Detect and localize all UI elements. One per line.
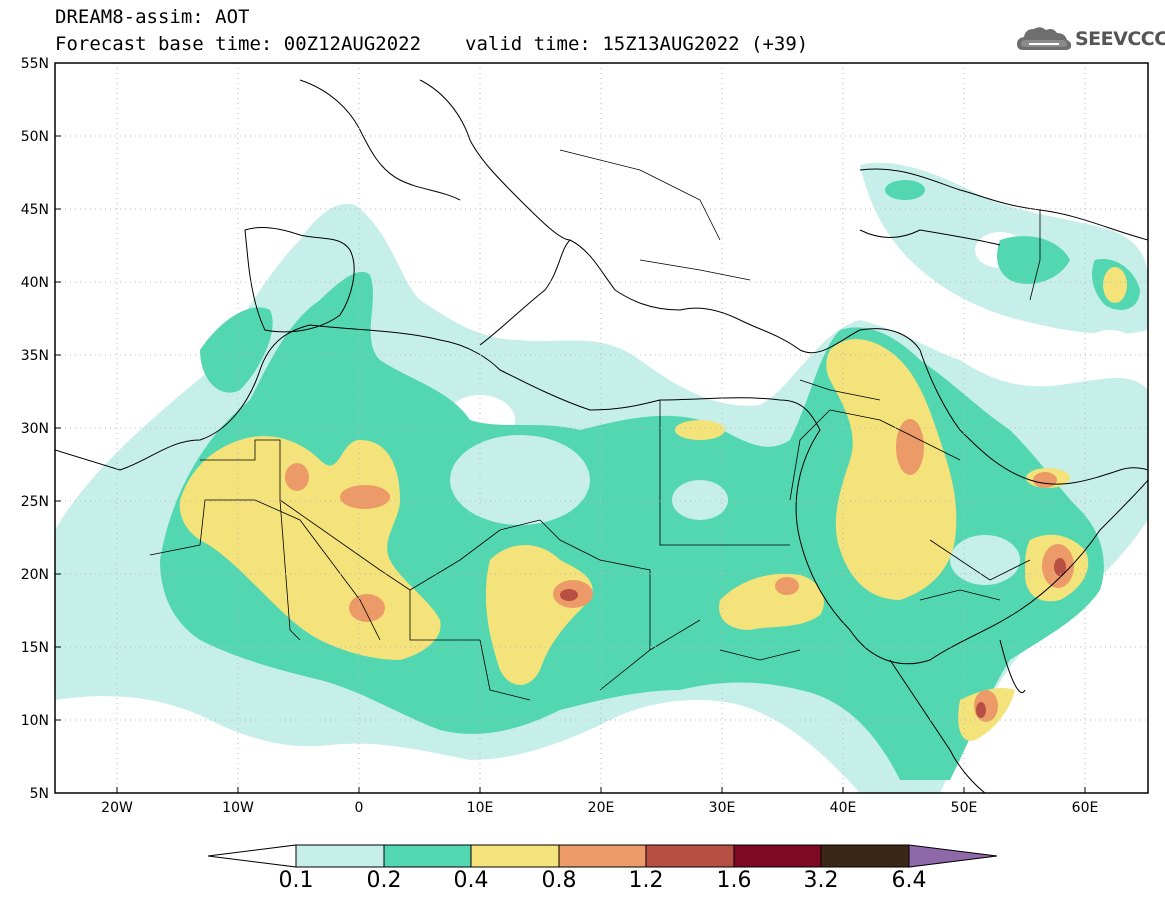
colorbar-label: 0.1 [278,868,314,893]
seevccc-logo: SEEVCCC [1015,22,1165,56]
colorbar-segment [295,844,385,868]
colorbar-label: 1.2 [628,868,664,893]
lon-label: 40E [830,800,857,816]
lon-label: 10E [467,800,494,816]
graticule [55,63,1148,793]
colorbar-under-triangle [207,844,297,868]
lat-label: 35N [21,348,49,364]
lat-label: 40N [21,275,49,291]
latitude-labels: 55N 50N 45N 40N 35N 30N 25N 20N 15N 10N … [21,56,49,802]
lon-label: 60E [1072,800,1099,816]
valid-time: valid time: 15Z13AUG2022 (+39) [465,33,809,55]
lon-label: 30E [709,800,736,816]
colorbar [207,844,998,868]
aot-level-1-2 [560,558,1066,718]
tick-marks [55,62,1086,794]
colorbar-label: 0.2 [366,868,402,893]
colorbar-label: 1.6 [716,868,752,893]
lat-label: 25N [21,494,49,510]
map-title: DREAM8-assim: AOT [55,6,250,28]
colorbar-label: 6.4 [891,868,927,893]
lat-label: 50N [21,129,49,145]
colorbar-label: 0.4 [453,868,489,893]
colorbar-label: 3.2 [803,868,839,893]
longitude-labels: 20W 10W 0 10E 20E 30E 40E 50E 60E [101,800,1098,816]
aot-level-0-8 [285,419,1074,722]
lat-label: 15N [21,640,49,656]
forecast-base-time: Forecast base time: 00Z12AUG2022 [55,33,422,55]
lon-label: 10W [222,800,254,816]
colorbar-segment [558,844,647,868]
time-info: Forecast base time: 00Z12AUG2022 valid ti… [55,33,808,55]
lat-label: 10N [21,713,49,729]
coastlines [55,79,1148,793]
colorbar-segment [470,844,560,868]
colorbar-segment [820,844,910,868]
aot-level-0-1-holes [450,435,1020,585]
colorbar-segment [733,844,822,868]
country-borders [149,149,1041,701]
lat-label: 55N [21,56,49,72]
logo-text: SEEVCCC [1075,28,1165,50]
lon-label: 50E [951,800,978,816]
cloud-icon [1017,27,1072,50]
lat-label: 5N [30,786,49,802]
lat-label: 30N [21,421,49,437]
lat-label: 20N [21,567,49,583]
lat-label: 45N [21,202,49,218]
colorbar-over-triangle [908,844,998,868]
colorbar-segment [645,844,735,868]
lon-label: 20W [101,800,133,816]
colorbar-label: 0.8 [541,868,577,893]
aot-fields [55,162,1148,793]
lon-label: 0 [355,800,364,816]
colorbar-segment [383,844,472,868]
lon-label: 20E [588,800,615,816]
